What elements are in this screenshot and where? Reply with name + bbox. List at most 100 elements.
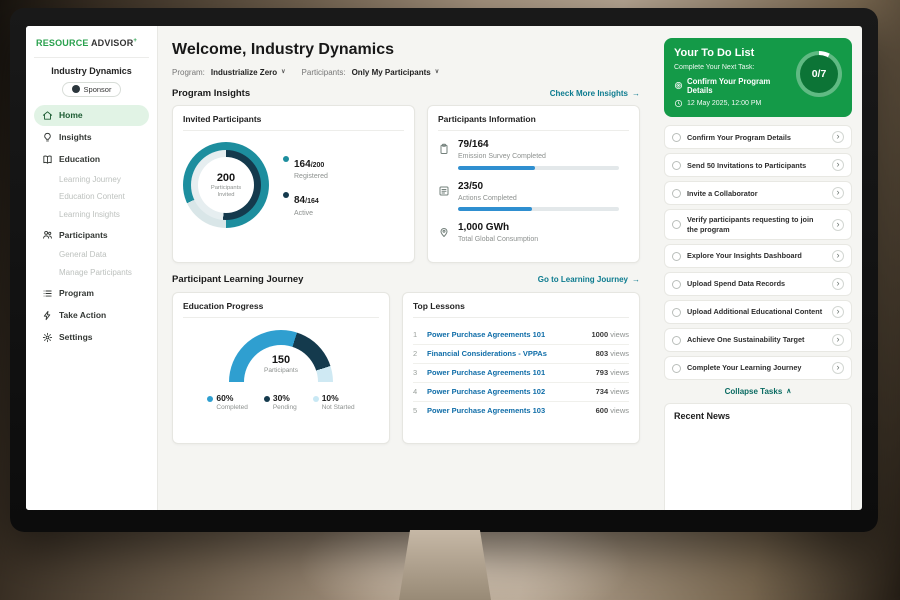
- sidebar-item-education-content[interactable]: Education Content: [59, 192, 125, 202]
- recent-news-title: Recent News: [674, 410, 731, 421]
- sidebar-item-manage-participants[interactable]: Manage Participants: [59, 267, 132, 277]
- collapse-tasks-link[interactable]: Collapse Tasks ∧: [724, 387, 792, 397]
- clipboard-icon: [438, 141, 450, 155]
- app-logo: RESOURCE ADVISOR+: [34, 36, 149, 58]
- chevron-right-icon[interactable]: ›: [832, 306, 844, 319]
- legend-pending: 30% Pending: [263, 393, 297, 412]
- sidebar-nav: Home Insights Education Learning Journey…: [34, 104, 149, 348]
- chevron-right-icon[interactable]: ›: [832, 278, 844, 291]
- task-row-explore-insights[interactable]: Explore Your Insights Dashboard ›: [664, 244, 852, 269]
- task-checkbox[interactable]: [672, 363, 681, 373]
- stat-emission-survey: 79/164 Emission Survey Completed: [438, 139, 629, 170]
- gauge-legend: 60% Completed 30% Pending 10% Not Starte…: [207, 393, 355, 412]
- pale-dot-icon: [312, 396, 319, 403]
- org-name: Industry Dynamics: [51, 65, 132, 76]
- program-insights-header: Program Insights Check More Insights →: [172, 88, 640, 99]
- task-row-complete-learning-journey[interactable]: Complete Your Learning Journey ›: [664, 356, 852, 381]
- task-row-confirm-program[interactable]: Confirm Your Program Details ›: [664, 125, 852, 150]
- sidebar-item-participants[interactable]: Participants: [34, 224, 149, 245]
- task-row-invite-collaborator[interactable]: Invite a Collaborator ›: [664, 181, 852, 206]
- teal-dot-icon: [283, 155, 289, 162]
- go-to-learning-journey-link[interactable]: Go to Learning Journey →: [537, 275, 640, 285]
- lesson-link[interactable]: Power Purchase Agreements 102: [427, 387, 546, 397]
- navy-dot-icon: [283, 192, 289, 199]
- todo-subtitle: Complete Your Next Task:: [674, 64, 755, 72]
- todo-panel: Your To Do List Complete Your Next Task:…: [654, 26, 862, 510]
- navy-dot-icon: [263, 396, 270, 403]
- program-filter-label: Program:: [172, 68, 205, 78]
- chevron-down-icon: ∨: [281, 69, 286, 76]
- task-row-send-invitations[interactable]: Send 50 Invitations to Participants ›: [664, 153, 852, 178]
- progress-bar: [458, 207, 619, 212]
- chevron-right-icon[interactable]: ›: [832, 159, 844, 172]
- legend-completed: 60% Completed: [207, 393, 248, 412]
- progress-fill: [458, 165, 536, 170]
- chevron-right-icon[interactable]: ›: [832, 250, 844, 263]
- education-progress-gauge: 150 Participants: [229, 329, 333, 384]
- lesson-link[interactable]: Financial Considerations - VPPAs: [427, 349, 547, 359]
- todo-due-date: 12 May 2025, 12:00 PM: [674, 99, 788, 108]
- lesson-link[interactable]: Power Purchase Agreements 101: [427, 368, 546, 378]
- arrow-right-icon: →: [632, 275, 640, 285]
- lesson-link[interactable]: Power Purchase Agreements 101: [427, 330, 546, 340]
- participants-filter-label: Participants:: [301, 68, 346, 78]
- participants-select[interactable]: Only My Participants ∨: [351, 68, 440, 78]
- lesson-row: 3 Power Purchase Agreements 101 793 view…: [413, 364, 629, 383]
- lesson-link[interactable]: Power Purchase Agreements 103: [427, 406, 546, 416]
- sidebar-item-insights[interactable]: Insights: [34, 127, 149, 148]
- sidebar-item-settings[interactable]: Settings: [34, 327, 149, 348]
- sidebar-item-label: Education: [59, 154, 101, 164]
- insights-icon: [42, 132, 53, 143]
- legend-active: 84/164 Active: [283, 189, 328, 218]
- task-row-upload-spend-data[interactable]: Upload Spend Data Records ›: [664, 272, 852, 297]
- sidebar-item-education[interactable]: Education: [34, 149, 149, 170]
- sidebar-item-general-data[interactable]: General Data: [59, 250, 107, 260]
- chevron-right-icon[interactable]: ›: [832, 362, 844, 375]
- task-checkbox[interactable]: [672, 307, 681, 317]
- task-checkbox[interactable]: [672, 251, 681, 261]
- gauge-center: 150 Participants: [264, 353, 298, 374]
- task-checkbox[interactable]: [672, 160, 681, 170]
- sidebar-item-label: Participants: [59, 229, 108, 240]
- task-checkbox[interactable]: [672, 279, 681, 289]
- gear-icon: [42, 332, 53, 343]
- chevron-right-icon[interactable]: ›: [832, 218, 844, 231]
- card-title: Invited Participants: [183, 114, 404, 132]
- sidebar-item-learning-journey[interactable]: Learning Journey: [59, 174, 121, 184]
- task-row-achieve-target[interactable]: Achieve One Sustainability Target ›: [664, 328, 852, 353]
- chevron-right-icon[interactable]: ›: [832, 187, 844, 200]
- location-pin-icon: [438, 224, 450, 238]
- task-checkbox[interactable]: [672, 132, 681, 142]
- list-icon: [42, 288, 53, 299]
- chevron-right-icon[interactable]: ›: [832, 334, 844, 347]
- progress-fill: [458, 207, 532, 212]
- sidebar-item-label: Take Action: [59, 309, 107, 320]
- chevron-right-icon[interactable]: ›: [832, 131, 844, 144]
- monitor-bezel: RESOURCE ADVISOR+ Industry Dynamics Spon…: [10, 8, 878, 532]
- task-checkbox[interactable]: [672, 188, 681, 198]
- brand-advisor: ADVISOR: [90, 38, 134, 48]
- section-title: Participant Learning Journey: [172, 274, 304, 286]
- home-icon: [42, 110, 53, 121]
- sidebar-item-take-action[interactable]: Take Action: [34, 305, 149, 326]
- sidebar-item-label: Settings: [59, 331, 93, 342]
- invited-participants-card: Invited Participants 200 Participants In…: [172, 105, 415, 264]
- legend-registered: 164/200 Registered: [283, 153, 328, 182]
- check-more-insights-link[interactable]: Check More Insights →: [549, 88, 640, 98]
- insights-cards-row: Invited Participants 200 Participants In…: [172, 105, 640, 264]
- task-row-upload-educational-content[interactable]: Upload Additional Educational Content ›: [664, 300, 852, 325]
- brand-resource: RESOURCE: [36, 38, 89, 48]
- task-row-verify-participants[interactable]: Verify participants requesting to join t…: [664, 209, 852, 241]
- program-select[interactable]: Industrialize Zero ∨: [210, 68, 286, 78]
- sidebar-item-program[interactable]: Program: [34, 283, 149, 304]
- participants-information-card: Participants Information 79/164 Emission…: [427, 105, 640, 264]
- task-list: Confirm Your Program Details › Send 50 I…: [664, 125, 852, 381]
- sidebar-item-learning-insights[interactable]: Learning Insights: [59, 209, 120, 219]
- filter-bar: Program: Industrialize Zero ∨ Participan…: [172, 68, 640, 78]
- task-checkbox[interactable]: [672, 220, 681, 230]
- chevron-up-icon: ∧: [786, 387, 792, 395]
- recent-news-card: Recent News: [664, 402, 852, 510]
- task-checkbox[interactable]: [672, 335, 681, 345]
- sidebar-item-home[interactable]: Home: [34, 104, 149, 126]
